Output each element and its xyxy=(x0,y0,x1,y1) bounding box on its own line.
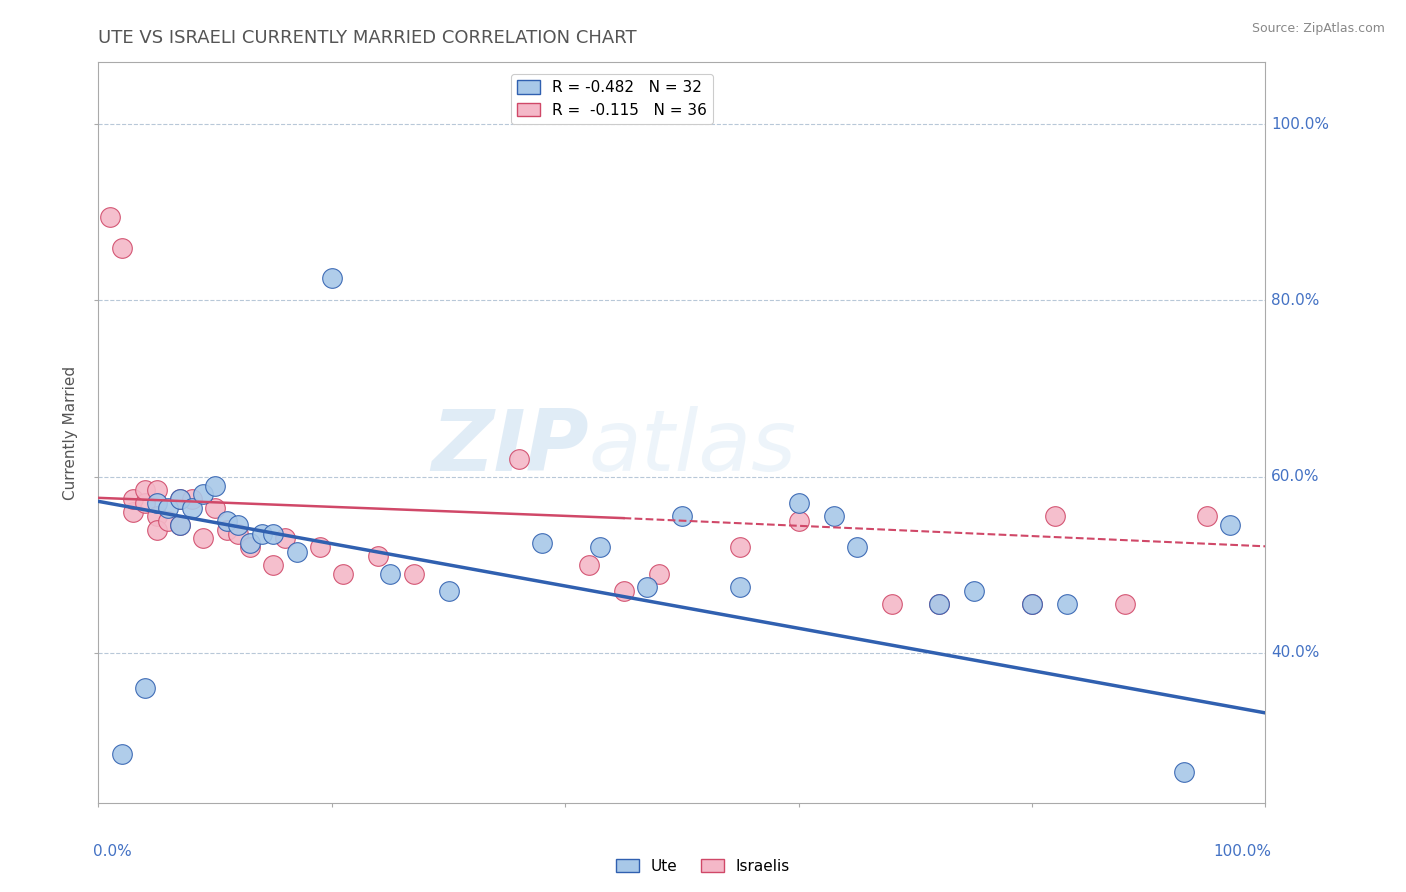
Point xyxy=(169,518,191,533)
Point xyxy=(530,536,553,550)
Point xyxy=(274,532,297,546)
Point xyxy=(193,487,215,501)
Text: UTE VS ISRAELI CURRENTLY MARRIED CORRELATION CHART: UTE VS ISRAELI CURRENTLY MARRIED CORRELA… xyxy=(98,29,637,47)
Point xyxy=(578,558,600,572)
Point xyxy=(262,558,284,572)
Point xyxy=(239,536,262,550)
Point xyxy=(1219,518,1241,533)
Text: ZIP: ZIP xyxy=(430,406,589,489)
Point xyxy=(180,491,202,506)
Point xyxy=(146,509,169,524)
Point xyxy=(1173,764,1195,779)
Point xyxy=(122,505,145,519)
Text: Source: ZipAtlas.com: Source: ZipAtlas.com xyxy=(1251,22,1385,36)
Point xyxy=(146,483,169,497)
Point xyxy=(928,598,950,612)
Point xyxy=(1021,598,1043,612)
Text: 80.0%: 80.0% xyxy=(1271,293,1320,308)
Text: 60.0%: 60.0% xyxy=(1271,469,1320,484)
Point xyxy=(228,527,250,541)
Point xyxy=(671,509,693,524)
Point xyxy=(928,598,950,612)
Point xyxy=(730,580,752,594)
Point xyxy=(402,566,425,581)
Point xyxy=(146,523,169,537)
Legend: R = -0.482   N = 32, R =  -0.115   N = 36: R = -0.482 N = 32, R = -0.115 N = 36 xyxy=(510,74,713,124)
Point xyxy=(262,527,284,541)
Text: atlas: atlas xyxy=(589,406,797,489)
Point xyxy=(215,523,238,537)
Point xyxy=(250,527,273,541)
Point xyxy=(193,532,215,546)
Point xyxy=(169,491,191,506)
Point xyxy=(215,514,238,528)
Point xyxy=(169,518,191,533)
Point xyxy=(169,491,191,506)
Point xyxy=(134,496,156,510)
Point xyxy=(823,509,845,524)
Point xyxy=(962,584,984,599)
Point xyxy=(204,500,226,515)
Point xyxy=(846,540,869,554)
Point xyxy=(309,540,332,554)
Point xyxy=(146,496,169,510)
Point xyxy=(1056,598,1078,612)
Point xyxy=(1045,509,1067,524)
Point xyxy=(134,483,156,497)
Point xyxy=(98,210,121,224)
Text: 100.0%: 100.0% xyxy=(1213,844,1271,858)
Point xyxy=(204,478,226,492)
Y-axis label: Currently Married: Currently Married xyxy=(63,366,79,500)
Point xyxy=(321,271,343,285)
Point xyxy=(508,452,530,467)
Text: 0.0%: 0.0% xyxy=(93,844,131,858)
Point xyxy=(730,540,752,554)
Point xyxy=(228,518,250,533)
Point xyxy=(613,584,636,599)
Point xyxy=(636,580,658,594)
Point xyxy=(180,500,202,515)
Point xyxy=(787,496,810,510)
Legend: Ute, Israelis: Ute, Israelis xyxy=(610,853,796,880)
Point xyxy=(239,540,262,554)
Point xyxy=(332,566,354,581)
Text: 40.0%: 40.0% xyxy=(1271,646,1320,660)
Text: 100.0%: 100.0% xyxy=(1271,117,1329,132)
Point xyxy=(285,544,308,558)
Point xyxy=(367,549,389,563)
Point xyxy=(589,540,612,554)
Point xyxy=(437,584,460,599)
Point xyxy=(647,566,669,581)
Point xyxy=(157,514,180,528)
Point xyxy=(1021,598,1043,612)
Point xyxy=(157,500,180,515)
Point xyxy=(787,514,810,528)
Point xyxy=(880,598,903,612)
Point xyxy=(1114,598,1136,612)
Point xyxy=(1195,509,1218,524)
Point xyxy=(122,491,145,506)
Point xyxy=(111,747,134,762)
Point xyxy=(134,681,156,696)
Point xyxy=(111,240,134,255)
Point xyxy=(380,566,402,581)
